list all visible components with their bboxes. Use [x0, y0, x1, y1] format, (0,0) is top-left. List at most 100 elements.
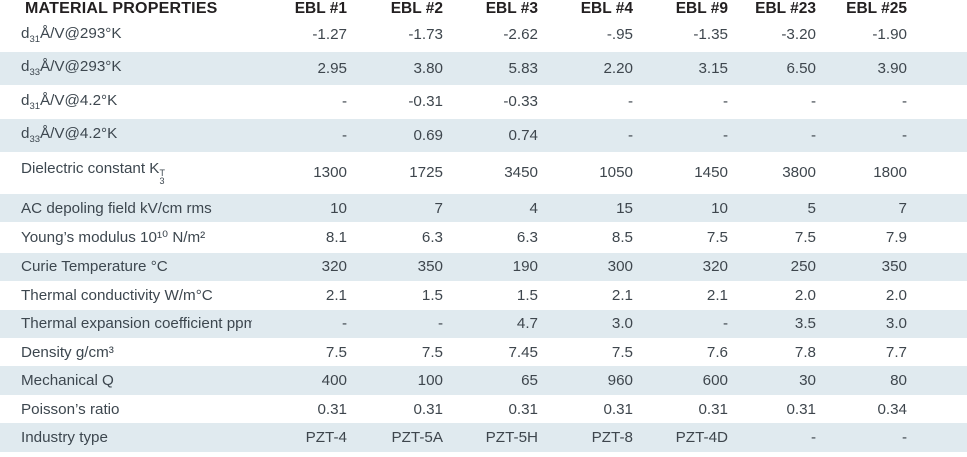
- label-subscript: 31: [29, 33, 41, 45]
- cell: 4: [529, 199, 538, 217]
- cell: 0.31: [508, 400, 538, 418]
- cell: -: [437, 315, 443, 333]
- cell: -1.27: [312, 26, 347, 44]
- cell: 7.5: [325, 343, 347, 361]
- cell: 4.7: [516, 315, 538, 333]
- column-header-ebl9: EBL #9: [675, 0, 728, 17]
- column-header-ebl2: EBL #2: [390, 0, 443, 17]
- table-row: Density g/cm³ 7.5 7.5 7.45 7.5 7.6 7.8 7…: [0, 338, 967, 366]
- cell: 7.5: [611, 343, 633, 361]
- cell: 7.6: [706, 343, 728, 361]
- cell: -: [810, 126, 816, 144]
- cell: 300: [607, 258, 633, 276]
- cell: -.95: [606, 26, 633, 44]
- column-header-ebl3: EBL #3: [485, 0, 538, 17]
- label-text: Å/V@293°K: [40, 58, 122, 76]
- label-text: Curie Temperature °C: [21, 258, 168, 276]
- cell: -: [722, 93, 728, 111]
- cell: -: [722, 315, 728, 333]
- cell: 250: [790, 258, 816, 276]
- table-row: Poisson’s ratio 0.31 0.31 0.31 0.31 0.31…: [0, 395, 967, 423]
- table-row: d31Å/V@4.2°K - -0.31 -0.33 - - - -: [0, 85, 967, 119]
- cell: 400: [321, 372, 347, 390]
- cell: 3.5: [794, 315, 816, 333]
- cell: -1.90: [872, 26, 907, 44]
- cell: 190: [512, 258, 538, 276]
- label-text: Å/V@4.2°K: [40, 125, 118, 143]
- cell: 2.0: [885, 286, 907, 304]
- cell: -3.20: [781, 26, 816, 44]
- label-text: Young’s modulus 10¹⁰ N/m²: [21, 229, 206, 247]
- cell: PZT-5H: [485, 429, 538, 447]
- cell: 1050: [599, 164, 633, 182]
- label-superscript: T: [159, 168, 165, 179]
- cell: PZT-4: [305, 429, 347, 447]
- cell: -: [341, 315, 347, 333]
- property-label: Curie Temperature °C: [0, 253, 252, 281]
- table-row: d33Å/V@293°K 2.95 3.80 5.83 2.20 3.15 6.…: [0, 51, 967, 86]
- cell: 0.31: [413, 400, 443, 418]
- label-text: d: [21, 24, 30, 42]
- cell: -1.73: [408, 26, 443, 44]
- cell: 320: [702, 258, 728, 276]
- cell: -: [627, 126, 633, 144]
- cell: -: [341, 126, 347, 144]
- cell: 1725: [409, 164, 443, 182]
- property-label: Thermal conductivity W/m°C: [0, 281, 252, 309]
- cell: 3.80: [413, 59, 443, 77]
- table-row: Thermal conductivity W/m°C 2.1 1.5 1.5 2…: [0, 281, 967, 309]
- table-row: Mechanical Q 400 100 65 960 600 30 80: [0, 366, 967, 395]
- cell: 15: [616, 199, 633, 217]
- property-label: d33Å/V@4.2°K: [0, 119, 252, 153]
- cell: 350: [881, 258, 907, 276]
- cell: -0.31: [408, 93, 443, 111]
- label-text: Mechanical Q: [21, 372, 114, 390]
- cell: 7.8: [794, 343, 816, 361]
- cell: 1450: [694, 164, 728, 182]
- table-row: Thermal expansion coefficient ppm/°C - -…: [0, 309, 967, 338]
- label-subscript: 33: [29, 67, 41, 79]
- cell: 1.5: [421, 286, 443, 304]
- cell: 6.3: [421, 228, 443, 246]
- column-header-ebl23: EBL #23: [755, 0, 816, 17]
- column-header-ebl4: EBL #4: [580, 0, 633, 17]
- cell: -: [341, 93, 347, 111]
- cell: -: [901, 429, 907, 447]
- column-header-ebl1: EBL #1: [294, 0, 347, 17]
- cell: 320: [321, 258, 347, 276]
- property-label: d31Å/V@293°K: [0, 18, 252, 52]
- cell: 1800: [873, 164, 907, 182]
- cell: 30: [799, 372, 816, 390]
- cell: 6.3: [516, 228, 538, 246]
- label-text: Density g/cm³: [21, 343, 114, 361]
- cell: 0.34: [877, 400, 907, 418]
- cell: 6.50: [786, 59, 816, 77]
- label-subscript: 31: [29, 100, 41, 112]
- label-text: Thermal expansion coefficient ppm/°C: [21, 315, 252, 333]
- cell: 7: [434, 199, 443, 217]
- cell: PZT-8: [591, 429, 633, 447]
- cell: -0.33: [503, 93, 538, 111]
- label-text: Dielectric constant K: [21, 160, 160, 178]
- cell: 10: [330, 199, 347, 217]
- property-label: d33Å/V@293°K: [0, 52, 252, 86]
- cell: 3.15: [698, 59, 728, 77]
- cell: 80: [890, 372, 907, 390]
- property-label: Thermal expansion coefficient ppm/°C: [0, 310, 252, 338]
- cell: 5.83: [508, 59, 538, 77]
- cell: PZT-4D: [675, 429, 728, 447]
- cell: -: [810, 93, 816, 111]
- label-text: AC depoling field kV/cm rms: [21, 199, 212, 217]
- label-text: d: [21, 125, 30, 143]
- cell: 10: [711, 199, 728, 217]
- table-row: Industry type PZT-4 PZT-5A PZT-5H PZT-8 …: [0, 423, 967, 452]
- cell: 7.9: [885, 228, 907, 246]
- cell: 7.5: [794, 228, 816, 246]
- property-label: Young’s modulus 10¹⁰ N/m²: [0, 222, 252, 252]
- cell: 600: [702, 372, 728, 390]
- table-title: MATERIAL PROPERTIES: [25, 0, 218, 17]
- label-text: Industry type: [21, 429, 108, 447]
- cell: PZT-5A: [391, 429, 443, 447]
